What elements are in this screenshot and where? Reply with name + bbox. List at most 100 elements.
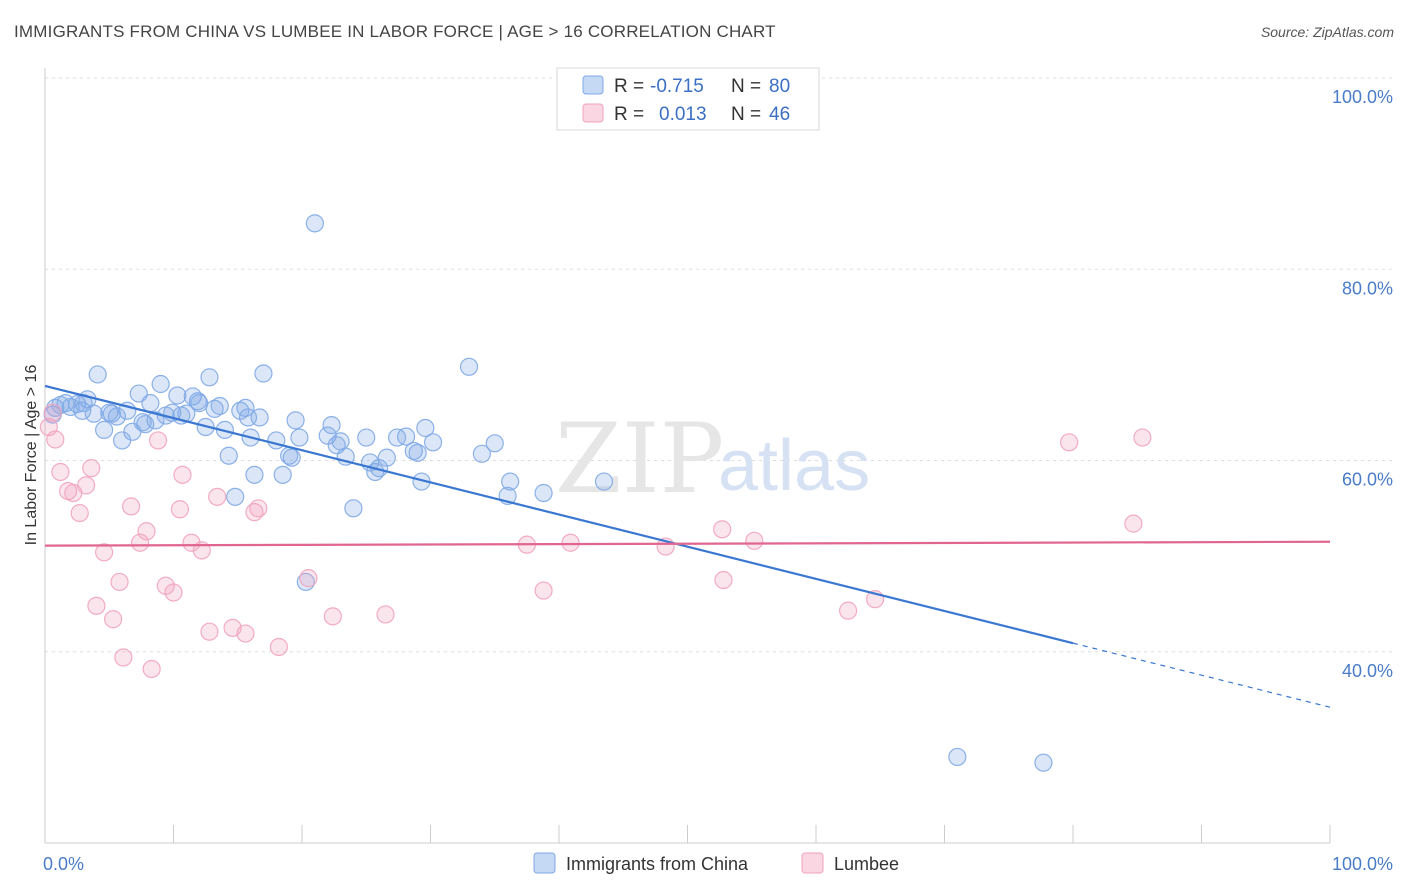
point-china-72 (594, 472, 614, 491)
point-china-76 (133, 413, 152, 432)
point-china-30 (205, 399, 224, 418)
legend-r-label-china: R = (614, 76, 644, 97)
point-china-1 (46, 398, 65, 418)
legend-swatch-china (582, 75, 604, 95)
point-lumbee-20 (164, 583, 183, 602)
point-china-23 (168, 386, 187, 405)
trend-line-lumbee (44, 540, 1331, 547)
point-china-68 (485, 434, 504, 453)
point-china-77 (100, 403, 119, 422)
point-china-42 (273, 465, 292, 484)
point-lumbee-23 (182, 533, 201, 552)
watermark-zip: ZIP (555, 403, 724, 515)
point-lumbee-42 (839, 601, 858, 620)
point-china-66 (459, 357, 479, 376)
legend-r-value-china: -0.715 (650, 76, 704, 97)
point-lumbee-40 (714, 570, 733, 590)
point-china-45 (286, 411, 305, 430)
data-points (39, 214, 1152, 772)
point-lumbee-44 (1060, 433, 1079, 452)
point-lumbee-28 (236, 624, 255, 643)
point-lumbee-33 (323, 607, 342, 626)
y-tick-label-80: 80.0% (1342, 278, 1393, 298)
point-lumbee-6 (70, 503, 89, 523)
point-lumbee-25 (200, 622, 219, 641)
point-lumbee-39 (713, 520, 732, 539)
point-china-64 (416, 418, 435, 438)
point-lumbee-26 (208, 487, 227, 506)
point-lumbee-12 (110, 572, 129, 592)
point-china-46 (290, 428, 309, 447)
point-lumbee-16 (137, 522, 156, 541)
point-china-34 (226, 487, 245, 506)
chart-title: IMMIGRANTS FROM CHINA VS LUMBEE IN LABOR… (14, 22, 776, 41)
trend-line-china (44, 384, 1074, 645)
point-lumbee-3 (51, 462, 70, 482)
point-china-9 (88, 365, 107, 384)
point-lumbee-22 (173, 465, 192, 484)
correlation-legend: R = -0.715 N = 80 R = 0.013 N = 46 (556, 67, 820, 131)
axes (44, 68, 1331, 844)
point-china-59 (377, 448, 396, 467)
series-label-china: Immigrants from China (566, 854, 749, 874)
point-china-75 (188, 392, 208, 411)
point-lumbee-2 (46, 430, 65, 449)
source-credit: Source: ZipAtlas.com (1260, 24, 1394, 40)
point-china-18 (141, 394, 160, 413)
point-lumbee-32 (299, 569, 318, 588)
point-lumbee-13 (114, 648, 133, 667)
watermark-atlas: atlas (718, 426, 870, 506)
series-swatch-lumbee (801, 852, 824, 874)
legend-r-value-lumbee: 0.013 (659, 104, 707, 125)
point-china-44 (282, 448, 301, 467)
point-china-38 (245, 465, 264, 484)
point-china-69 (501, 472, 520, 491)
watermark: ZIP atlas (555, 403, 870, 515)
x-tick-labels: 0.0% 100.0% (43, 854, 1393, 874)
y-axis-label: In Labor Force | Age > 16 (23, 365, 40, 546)
point-lumbee-8 (82, 459, 101, 478)
point-lumbee-45 (1124, 514, 1143, 533)
point-lumbee-46 (1133, 428, 1152, 447)
point-china-61 (396, 427, 416, 446)
point-china-80 (1034, 753, 1053, 772)
legend-n-value-china: 80 (769, 76, 790, 97)
point-china-54 (344, 499, 363, 518)
point-china-40 (254, 364, 273, 383)
series-legend: Immigrants from China Lumbee (533, 852, 899, 874)
point-lumbee-41 (745, 531, 764, 550)
legend-n-label-china: N = (731, 76, 761, 97)
point-china-20 (151, 374, 170, 394)
point-lumbee-34 (376, 605, 395, 624)
point-lumbee-7 (77, 476, 96, 495)
series-label-lumbee: Lumbee (834, 854, 899, 874)
legend-r-label-lumbee: R = (614, 104, 644, 125)
point-china-73 (408, 443, 427, 462)
point-china-79 (948, 747, 967, 767)
point-lumbee-17 (142, 659, 161, 679)
point-china-50 (322, 416, 341, 435)
point-lumbee-37 (561, 533, 580, 552)
point-china-31 (210, 396, 229, 416)
trend-extension-china (1072, 642, 1331, 708)
point-lumbee-31 (269, 637, 288, 657)
point-china-65 (423, 433, 443, 452)
x-tick-label-max: 100.0% (1332, 854, 1393, 874)
point-lumbee-1 (43, 403, 62, 422)
y-tick-labels: 40.0% 60.0% 80.0% 100.0% (1332, 87, 1393, 681)
point-lumbee-15 (130, 533, 150, 552)
point-lumbee-10 (95, 543, 114, 562)
point-china-52 (331, 432, 350, 451)
legend-box (556, 67, 820, 131)
point-china-55 (357, 428, 376, 447)
y-tick-label-40: 40.0% (1342, 661, 1393, 681)
x-tick-label-min: 0.0% (43, 854, 84, 874)
point-china-33 (219, 446, 238, 465)
point-china-10 (95, 420, 114, 439)
point-china-67 (472, 444, 491, 463)
point-lumbee-11 (104, 610, 123, 629)
point-lumbee-30 (249, 499, 268, 518)
point-lumbee-36 (534, 581, 553, 600)
legend-swatch-lumbee (582, 103, 604, 123)
y-tick-label-60: 60.0% (1342, 470, 1393, 490)
